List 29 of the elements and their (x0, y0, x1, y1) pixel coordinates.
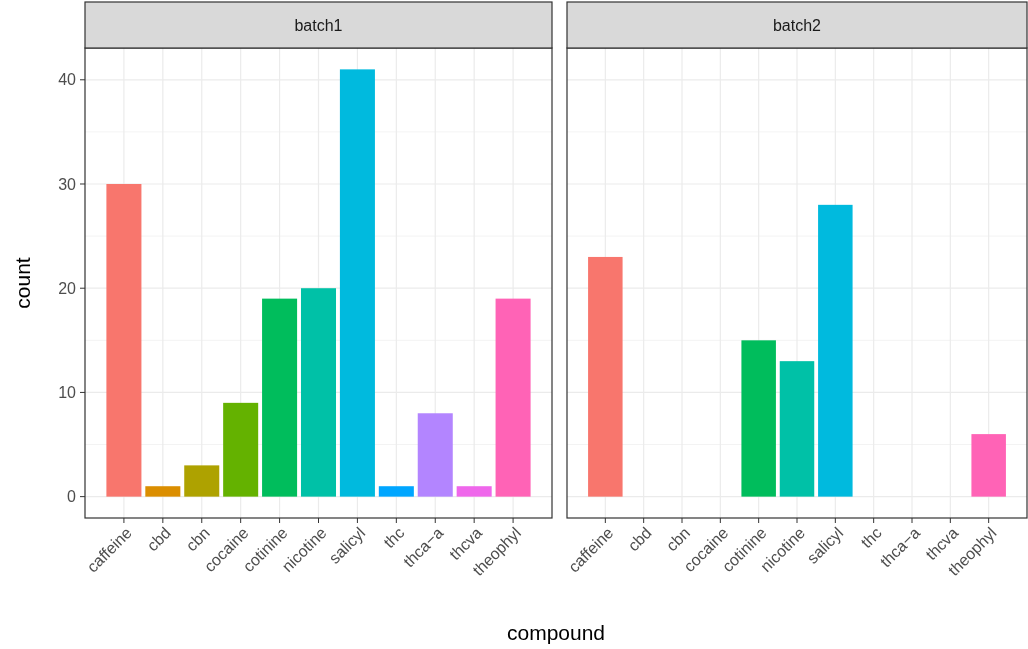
bar (741, 340, 776, 497)
x-axis-title: compound (506, 621, 606, 644)
bar (818, 204, 853, 497)
bar (339, 69, 375, 497)
bar (184, 465, 220, 497)
bar (262, 298, 298, 497)
y-tick-label: 30 (58, 175, 77, 193)
y-axis-title: count (11, 257, 34, 309)
bar (300, 288, 337, 497)
x-tick-label: thc (857, 524, 885, 552)
y-tick-label: 40 (58, 71, 77, 89)
bar (145, 486, 181, 497)
bar (495, 298, 531, 497)
chart-title: batch2 (772, 16, 822, 34)
bar (588, 256, 623, 497)
bar (417, 413, 453, 497)
bar (456, 486, 492, 497)
x-tick-label: cbd (624, 524, 655, 555)
y-tick-label: 0 (67, 488, 77, 506)
y-tick-label: 20 (58, 279, 77, 297)
x-tick-label: thc (380, 524, 408, 552)
x-tick-label: cbd (143, 524, 174, 555)
bar (106, 184, 142, 497)
bar (779, 361, 815, 497)
bar (223, 402, 259, 497)
y-tick-label: 10 (58, 384, 77, 402)
chart-title: batch1 (294, 16, 343, 34)
bar (378, 486, 414, 497)
bar (971, 434, 1006, 497)
